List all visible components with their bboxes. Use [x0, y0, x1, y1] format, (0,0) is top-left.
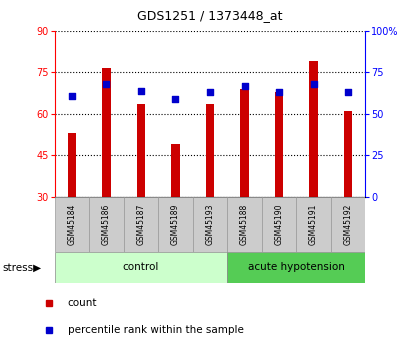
- Text: GSM45189: GSM45189: [171, 204, 180, 245]
- Text: GSM45184: GSM45184: [67, 204, 76, 245]
- Bar: [171, 144, 180, 197]
- Point: [138, 88, 144, 93]
- Bar: [262, 197, 297, 252]
- Bar: [227, 197, 262, 252]
- Bar: [102, 68, 111, 197]
- Point: [241, 83, 248, 88]
- Bar: [240, 89, 249, 197]
- Text: control: control: [123, 263, 159, 272]
- Bar: [297, 197, 331, 252]
- Bar: [89, 197, 123, 252]
- Bar: [123, 197, 158, 252]
- Point: [276, 90, 282, 95]
- Text: percentile rank within the sample: percentile rank within the sample: [68, 325, 244, 335]
- Point: [103, 81, 110, 87]
- Text: GSM45187: GSM45187: [136, 204, 145, 245]
- Bar: [206, 104, 214, 197]
- Point: [172, 96, 179, 102]
- Bar: [158, 197, 193, 252]
- Text: GSM45186: GSM45186: [102, 204, 111, 245]
- Text: acute hypotension: acute hypotension: [248, 263, 345, 272]
- Text: GSM45188: GSM45188: [240, 204, 249, 245]
- Text: GSM45192: GSM45192: [344, 204, 353, 245]
- Bar: [275, 92, 284, 197]
- Bar: [55, 197, 89, 252]
- Text: GSM45191: GSM45191: [309, 204, 318, 245]
- Bar: [55, 252, 227, 283]
- Bar: [193, 197, 227, 252]
- Bar: [331, 197, 365, 252]
- Point: [310, 81, 317, 87]
- Text: GSM45190: GSM45190: [275, 204, 284, 245]
- Bar: [309, 61, 318, 197]
- Point: [68, 93, 75, 98]
- Point: [345, 90, 352, 95]
- Bar: [344, 111, 352, 197]
- Bar: [68, 133, 76, 197]
- Bar: [227, 252, 365, 283]
- Text: stress▶: stress▶: [2, 263, 41, 272]
- Text: GDS1251 / 1373448_at: GDS1251 / 1373448_at: [137, 9, 283, 22]
- Bar: [136, 104, 145, 197]
- Point: [207, 90, 213, 95]
- Text: GSM45193: GSM45193: [205, 204, 215, 245]
- Text: count: count: [68, 298, 97, 308]
